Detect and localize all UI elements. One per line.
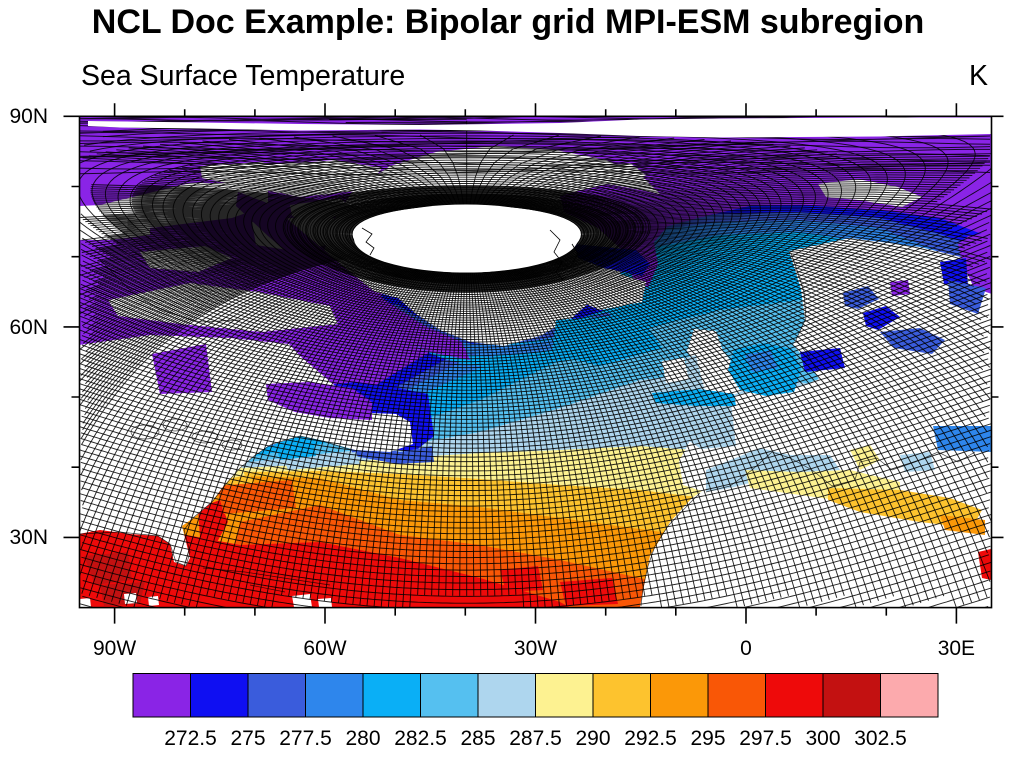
svg-text:Sea Surface Temperature: Sea Surface Temperature xyxy=(81,60,405,92)
svg-text:30W: 30W xyxy=(514,637,557,660)
svg-text:282.5: 282.5 xyxy=(394,727,447,750)
svg-text:60W: 60W xyxy=(303,637,346,660)
svg-text:272.5: 272.5 xyxy=(164,727,217,750)
svg-text:60N: 60N xyxy=(9,316,48,339)
svg-text:30N: 30N xyxy=(9,526,48,549)
svg-text:NCL Doc Example: Bipolar grid: NCL Doc Example: Bipolar grid MPI-ESM su… xyxy=(92,3,924,41)
svg-text:K: K xyxy=(969,60,988,92)
svg-text:302.5: 302.5 xyxy=(854,727,907,750)
svg-text:90N: 90N xyxy=(9,105,48,128)
svg-text:300: 300 xyxy=(805,727,840,750)
svg-text:285: 285 xyxy=(460,727,495,750)
svg-text:287.5: 287.5 xyxy=(509,727,562,750)
svg-text:290: 290 xyxy=(575,727,610,750)
svg-text:295: 295 xyxy=(690,727,725,750)
svg-text:275: 275 xyxy=(230,727,265,750)
svg-text:292.5: 292.5 xyxy=(624,727,677,750)
svg-text:0: 0 xyxy=(740,637,752,660)
svg-text:277.5: 277.5 xyxy=(279,727,332,750)
svg-text:30E: 30E xyxy=(938,637,975,660)
svg-text:297.5: 297.5 xyxy=(739,727,792,750)
svg-text:90W: 90W xyxy=(93,637,136,660)
svg-text:280: 280 xyxy=(345,727,380,750)
